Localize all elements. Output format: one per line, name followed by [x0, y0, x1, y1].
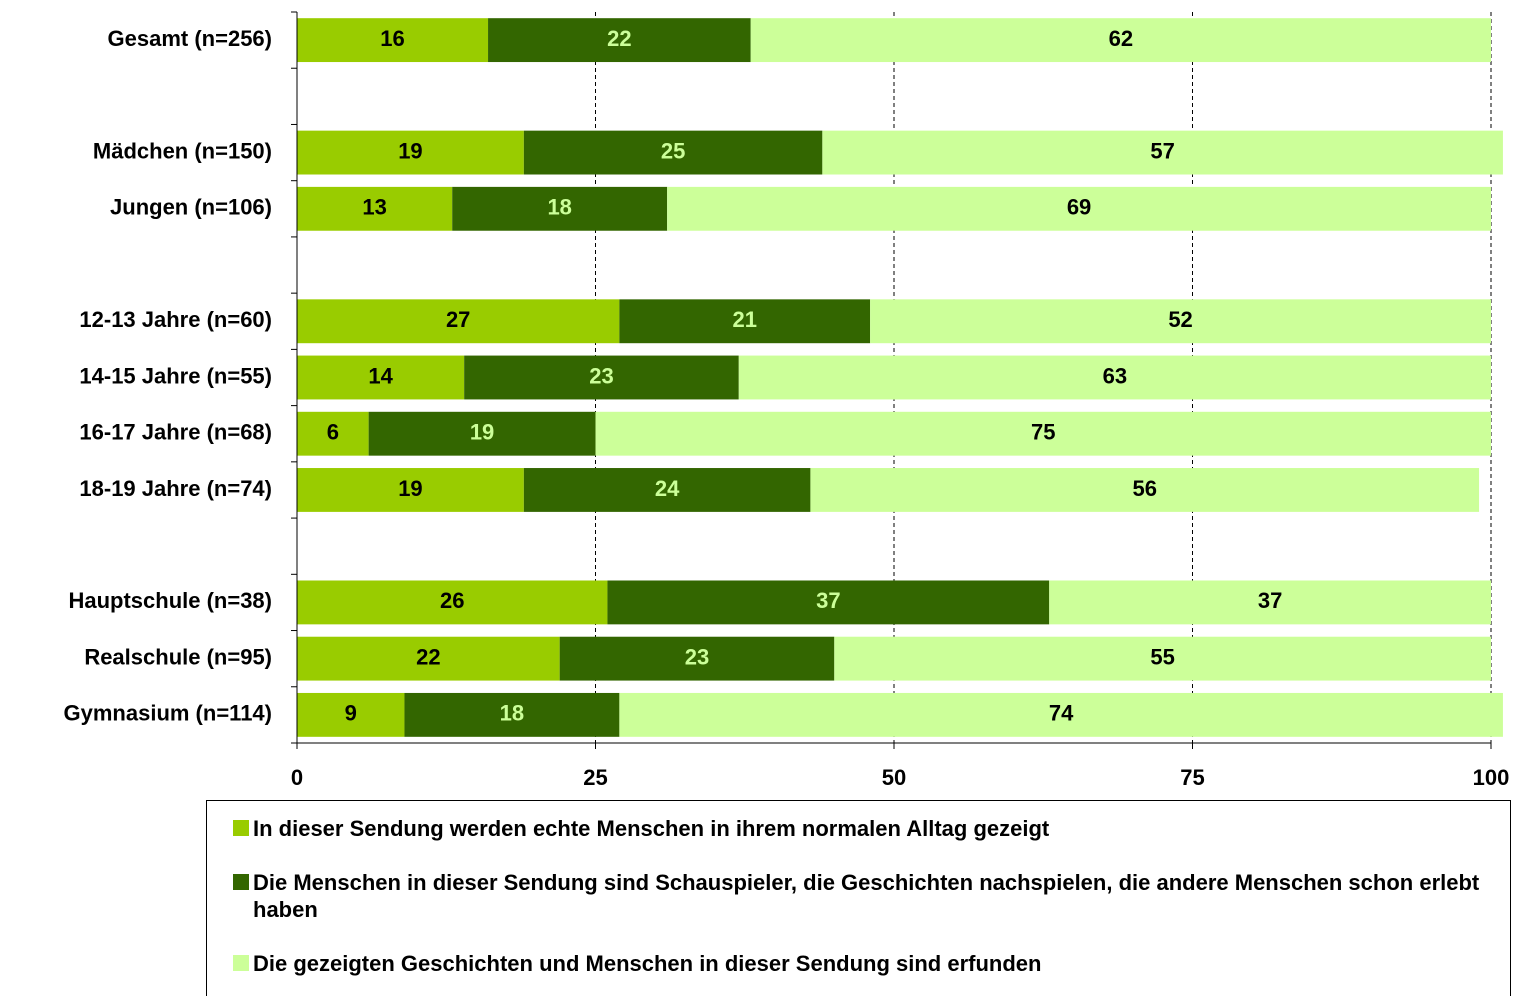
value-label: 26 — [440, 588, 464, 613]
x-tick-label: 50 — [882, 765, 906, 790]
bar-segment — [750, 18, 1491, 63]
bar-segment — [297, 580, 608, 625]
legend-item: In dieser Sendung werden echte Menschen … — [233, 815, 1490, 842]
y-tick-label: Gymnasium (n=114) — [64, 701, 272, 726]
value-label: 37 — [816, 588, 840, 613]
y-tick-label: Mädchen (n=150) — [93, 138, 272, 163]
y-tick-label: 12-13 Jahre (n=60) — [79, 307, 272, 332]
value-label: 18 — [547, 195, 571, 220]
value-label: 23 — [589, 363, 613, 388]
bar-segment — [822, 130, 1503, 175]
value-label: 21 — [733, 307, 757, 332]
bar-segment — [595, 411, 1491, 456]
bar-segment — [297, 299, 620, 344]
value-label: 19 — [398, 476, 422, 501]
value-label: 69 — [1067, 195, 1091, 220]
value-label: 19 — [398, 138, 422, 163]
bar-segment — [870, 299, 1491, 344]
bar-segment — [834, 636, 1491, 681]
value-label: 25 — [661, 138, 685, 163]
value-label: 22 — [416, 644, 440, 669]
legend-swatch — [233, 955, 249, 971]
bar-segment — [464, 355, 739, 400]
value-label: 9 — [345, 701, 357, 726]
value-label: 16 — [380, 26, 404, 51]
y-tick-label: 16-17 Jahre (n=68) — [79, 420, 272, 445]
x-tick-label: 0 — [291, 765, 303, 790]
bar-segment — [297, 468, 524, 512]
legend-label: In dieser Sendung werden echte Menschen … — [253, 816, 1050, 841]
bar-segment — [488, 18, 751, 63]
bar-segment — [297, 636, 560, 681]
bar-segment — [452, 186, 668, 231]
value-label: 19 — [470, 420, 494, 445]
value-label: 56 — [1132, 476, 1156, 501]
bar-segment — [297, 355, 465, 400]
x-tick-label: 100 — [1473, 765, 1510, 790]
bar-segment — [297, 18, 489, 63]
bar-segment — [619, 299, 871, 344]
bar-segment — [559, 636, 835, 681]
bar-segment — [404, 692, 620, 737]
legend-swatch — [233, 874, 249, 890]
y-tick-label: 14-15 Jahre (n=55) — [79, 363, 272, 388]
x-tick-label: 75 — [1180, 765, 1204, 790]
value-label: 6 — [327, 420, 339, 445]
value-label: 24 — [655, 476, 680, 501]
bar-segment — [523, 468, 811, 512]
y-tick-label: Realschule (n=95) — [84, 644, 272, 669]
value-label: 57 — [1150, 138, 1174, 163]
value-label: 22 — [607, 26, 631, 51]
bar-segment — [523, 130, 823, 175]
legend-swatch — [233, 820, 249, 836]
legend-item: Die gezeigten Geschichten und Menschen i… — [233, 950, 1490, 977]
bar-segment — [667, 186, 1491, 231]
y-tick-label: Gesamt (n=256) — [108, 26, 272, 51]
legend-item: Die Menschen in dieser Sendung sind Scha… — [233, 869, 1490, 923]
x-tick-label: 25 — [583, 765, 607, 790]
bar-segment — [810, 468, 1480, 512]
value-label: 63 — [1103, 363, 1127, 388]
bar-segment — [297, 411, 369, 456]
legend-label: Die Menschen in dieser Sendung sind Scha… — [253, 870, 1480, 922]
value-label: 23 — [685, 644, 709, 669]
bar-segment — [297, 130, 524, 175]
bar-segment — [1049, 580, 1491, 625]
value-label: 14 — [368, 363, 393, 388]
value-label: 52 — [1168, 307, 1192, 332]
value-label: 62 — [1109, 26, 1133, 51]
legend-label: Die gezeigten Geschichten und Menschen i… — [253, 951, 1042, 976]
value-label: 37 — [1258, 588, 1282, 613]
bar-segment — [738, 355, 1491, 400]
y-tick-label: Jungen (n=106) — [110, 195, 272, 220]
bar-segment — [607, 580, 1050, 625]
value-label: 74 — [1049, 701, 1074, 726]
bar-segment — [297, 186, 453, 231]
value-label: 27 — [446, 307, 470, 332]
value-label: 18 — [500, 701, 524, 726]
y-tick-label: 18-19 Jahre (n=74) — [79, 476, 272, 501]
bar-segment — [297, 692, 405, 737]
bar-segment — [368, 411, 596, 456]
legend: In dieser Sendung werden echte Menschen … — [206, 800, 1511, 996]
value-label: 55 — [1150, 644, 1174, 669]
y-tick-label: Hauptschule (n=38) — [68, 588, 272, 613]
bar-segment — [619, 692, 1503, 737]
value-label: 13 — [362, 195, 386, 220]
value-label: 75 — [1031, 420, 1055, 445]
